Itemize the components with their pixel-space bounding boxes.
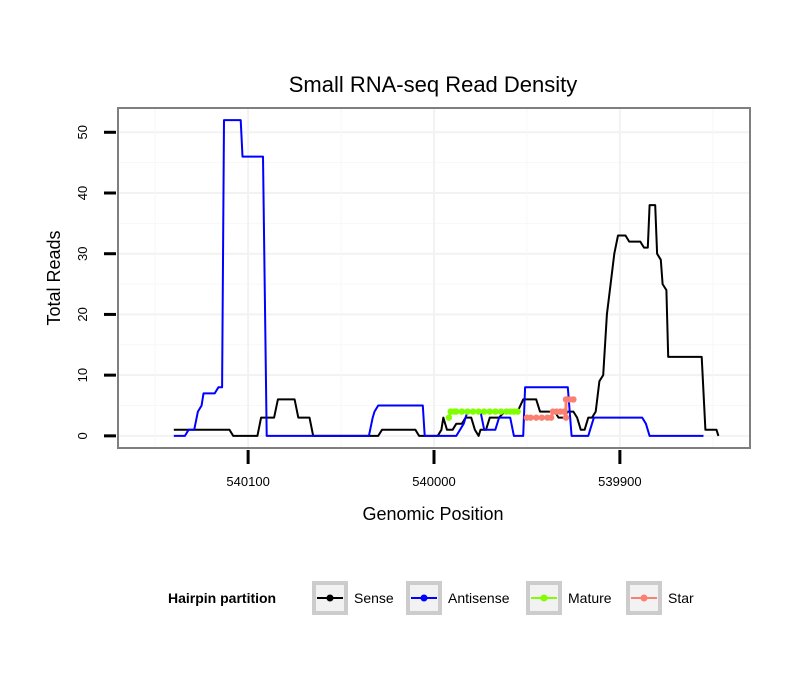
- data-point-mature: [445, 414, 453, 421]
- y-tick-label: 0: [75, 432, 90, 439]
- data-point-star: [570, 396, 577, 403]
- data-point-mature: [475, 408, 482, 415]
- chart-title: Small RNA-seq Read Density: [289, 72, 578, 97]
- data-point-mature: [514, 408, 521, 415]
- data-point-mature: [469, 408, 477, 415]
- data-point-mature: [486, 408, 493, 415]
- legend-key-point-mature: [540, 594, 548, 602]
- x-tick-label: 539900: [598, 474, 641, 489]
- data-point-star: [562, 414, 570, 421]
- legend-key-point-antisense: [420, 594, 428, 602]
- y-tick-label: 40: [75, 186, 90, 200]
- legend-label-mature: Mature: [568, 590, 612, 606]
- legend: Hairpin partition Sense Antisense Mature St…: [168, 581, 694, 615]
- legend-label-antisense: Antisense: [448, 590, 510, 606]
- data-point-mature: [497, 408, 505, 415]
- series-layer: [173, 119, 720, 437]
- legend-label-star: Star: [668, 590, 694, 606]
- legend-key-point-star: [640, 594, 648, 602]
- y-tick-label: 10: [75, 368, 90, 382]
- series-line-antisense: [173, 119, 704, 437]
- data-point-mature: [464, 408, 471, 415]
- data-point-star: [527, 414, 534, 421]
- data-point-mature: [453, 408, 460, 415]
- x-axis: 540100 540000 539900: [226, 450, 642, 489]
- x-tick-label: 540100: [226, 474, 269, 489]
- y-tick-label: 50: [75, 125, 90, 139]
- legend-label-sense: Sense: [354, 590, 394, 606]
- y-tick-label: 20: [75, 307, 90, 321]
- data-point-star: [547, 414, 555, 421]
- legend-key-point-sense: [326, 594, 334, 602]
- data-point-mature: [458, 408, 466, 415]
- y-axis-title: Total Reads: [44, 230, 64, 325]
- data-point-star: [560, 408, 568, 415]
- data-point-star: [533, 414, 540, 421]
- data-point-star: [538, 414, 546, 421]
- data-point-mature: [480, 408, 488, 415]
- x-tick-label: 540000: [412, 474, 455, 489]
- y-axis: 0 10 20 30 40 50: [75, 125, 116, 439]
- data-point-mature: [492, 408, 499, 415]
- plot-border: [117, 107, 751, 449]
- y-tick-label: 30: [75, 246, 90, 260]
- x-axis-title: Genomic Position: [362, 504, 503, 524]
- legend-title: Hairpin partition: [168, 590, 276, 606]
